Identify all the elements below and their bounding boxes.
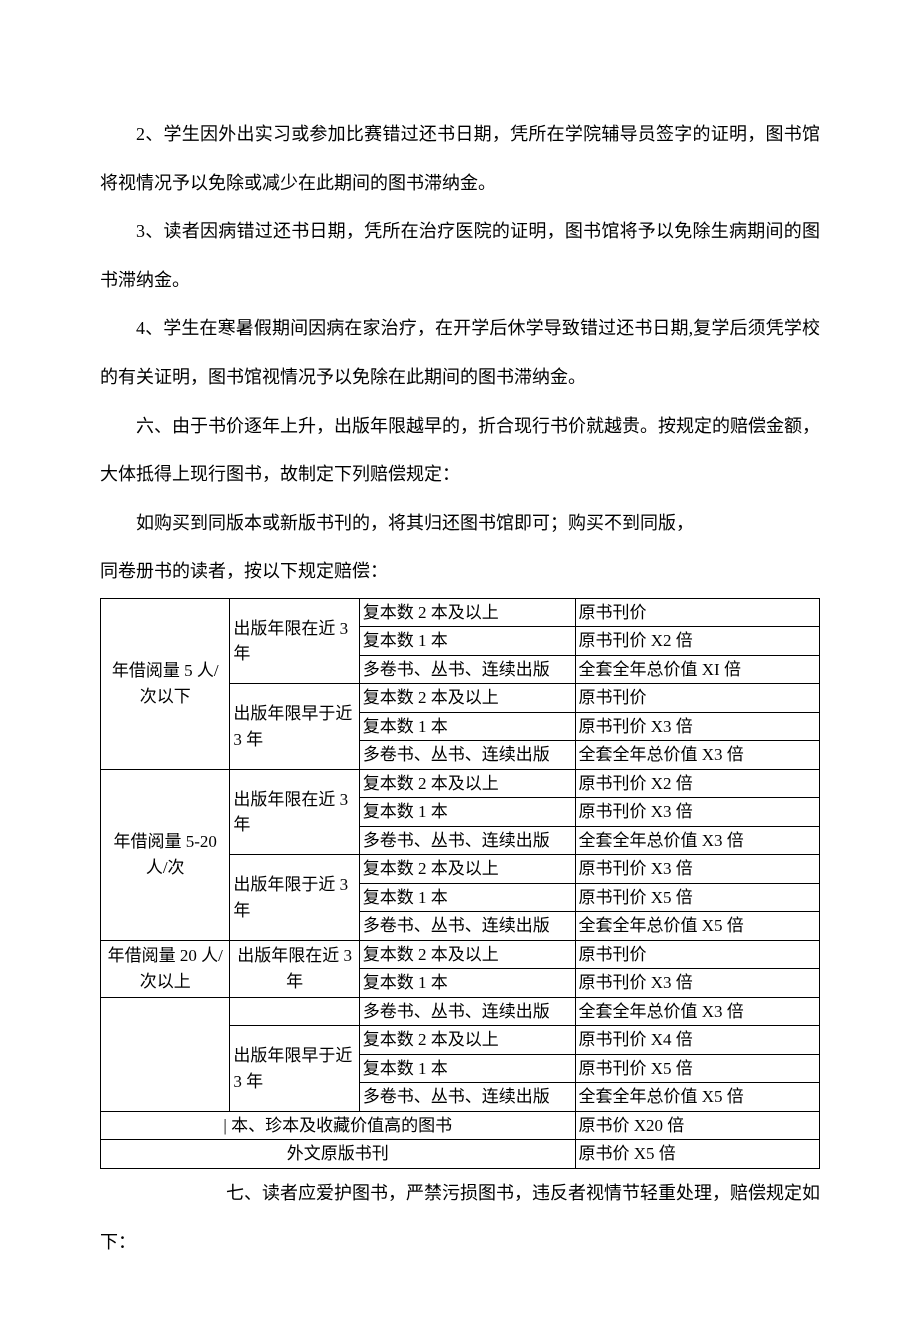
cell-cond: 多卷书、丛书、连续出版 xyxy=(359,655,575,684)
cell-pub-recent: 出版年限在近 3 年 xyxy=(230,598,359,684)
cell-cond: 复本数 1 本 xyxy=(359,627,575,656)
table-row: 年借阅量 5-20 人/次 出版年限在近 3 年 复本数 2 本及以上 原书刊价… xyxy=(101,769,820,798)
cell-price: 全套全年总价值 X5 倍 xyxy=(575,912,820,941)
cell-cond: 复本数 2 本及以上 xyxy=(359,940,575,969)
cell-price: 原书刊价 X4 倍 xyxy=(575,1026,820,1055)
table-row: 多卷书、丛书、连续出版 全套全年总价值 X3 倍 xyxy=(101,997,820,1026)
cell-cond: 多卷书、丛书、连续出版 xyxy=(359,741,575,770)
cell-cond: 复本数 1 本 xyxy=(359,1054,575,1083)
paragraph-buy: 如购买到同版本或新版书刊的，将其归还图书馆即可；购买不到同版， xyxy=(100,499,820,548)
cell-price: 原书刊价 X3 倍 xyxy=(575,798,820,827)
cell-cond: 复本数 2 本及以上 xyxy=(359,1026,575,1055)
table-row: 外文原版书刊 原书价 X5 倍 xyxy=(101,1140,820,1169)
cell-price: 原书刊价 X5 倍 xyxy=(575,883,820,912)
cell-cond: 复本数 2 本及以上 xyxy=(359,855,575,884)
cell-special: | 本、珍本及收藏价值高的图书 xyxy=(101,1111,576,1140)
cell-price: 原书价 X5 倍 xyxy=(575,1140,820,1169)
cell-group1: 年借阅量 5 人/次以下 xyxy=(101,598,230,769)
cell-cond: 复本数 2 本及以上 xyxy=(359,684,575,713)
cell-price: 原书刊价 X3 倍 xyxy=(575,969,820,998)
paragraph-6: 六、由于书价逐年上升，出版年限越早的，折合现行书价就越贵。按规定的赔偿金额，大体… xyxy=(100,402,820,499)
cell-cond: 多卷书、丛书、连续出版 xyxy=(359,912,575,941)
cell-pub-recent: 出版年限在近 3 年 xyxy=(230,940,359,997)
cell-cond: 复本数 1 本 xyxy=(359,798,575,827)
cell-cond: 复本数 1 本 xyxy=(359,883,575,912)
cell-price: 原书刊价 X2 倍 xyxy=(575,769,820,798)
cell-cond: 复本数 1 本 xyxy=(359,712,575,741)
table-intro: 同卷册书的读者，按以下规定赔偿： xyxy=(100,547,820,596)
cell-pub-early: 出版年限早于近 3 年 xyxy=(230,684,359,770)
table-row: | 本、珍本及收藏价值高的图书 原书价 X20 倍 xyxy=(101,1111,820,1140)
cell-empty xyxy=(101,997,230,1111)
cell-pub-early2: 出版年限于近 3 年 xyxy=(230,855,359,941)
cell-price: 全套全年总价值 X3 倍 xyxy=(575,826,820,855)
paragraph-4: 4、学生在寒暑假期间因病在家治疗，在开学后休学导致错过还书日期,复学后须凭学校的… xyxy=(100,304,820,401)
cell-price: 原书刊价 X3 倍 xyxy=(575,712,820,741)
cell-price: 全套全年总价值 X5 倍 xyxy=(575,1083,820,1112)
cell-price: 全套全年总价值 XI 倍 xyxy=(575,655,820,684)
cell-cond: 复本数 2 本及以上 xyxy=(359,769,575,798)
cell-price: 原书刊价 X2 倍 xyxy=(575,627,820,656)
cell-cond: 复本数 1 本 xyxy=(359,969,575,998)
paragraph-7: 七、读者应爱护图书，严禁污损图书，违反者视情节轻重处理，赔偿规定如下： xyxy=(100,1169,820,1266)
cell-price: 原书刊价 xyxy=(575,598,820,627)
cell-cond: 复本数 2 本及以上 xyxy=(359,598,575,627)
cell-price: 原书刊价 X5 倍 xyxy=(575,1054,820,1083)
cell-price: 原书刊价 xyxy=(575,940,820,969)
compensation-table: 年借阅量 5 人/次以下 出版年限在近 3 年 复本数 2 本及以上 原书刊价 … xyxy=(100,598,820,1169)
cell-empty xyxy=(230,997,359,1026)
table-row: 年借阅量 5 人/次以下 出版年限在近 3 年 复本数 2 本及以上 原书刊价 xyxy=(101,598,820,627)
paragraph-2: 2、学生因外出实习或参加比赛错过还书日期，凭所在学院辅导员签字的证明，图书馆将视… xyxy=(100,110,820,207)
cell-cond: 多卷书、丛书、连续出版 xyxy=(359,997,575,1026)
cell-pub-early: 出版年限早于近 3 年 xyxy=(230,1026,359,1112)
cell-foreign: 外文原版书刊 xyxy=(101,1140,576,1169)
cell-price: 原书刊价 xyxy=(575,684,820,713)
paragraph-3: 3、读者因病错过还书日期，凭所在治疗医院的证明，图书馆将予以免除生病期间的图书滞… xyxy=(100,207,820,304)
document-page: 2、学生因外出实习或参加比赛错过还书日期，凭所在学院辅导员签字的证明，图书馆将视… xyxy=(0,0,920,1326)
cell-price: 原书价 X20 倍 xyxy=(575,1111,820,1140)
table-row: 年借阅量 20 人/次以上 出版年限在近 3 年 复本数 2 本及以上 原书刊价 xyxy=(101,940,820,969)
cell-price: 全套全年总价值 X3 倍 xyxy=(575,997,820,1026)
cell-pub-recent: 出版年限在近 3 年 xyxy=(230,769,359,855)
cell-price: 全套全年总价值 X3 倍 xyxy=(575,741,820,770)
cell-price: 原书刊价 X3 倍 xyxy=(575,855,820,884)
cell-group2: 年借阅量 5-20 人/次 xyxy=(101,769,230,940)
cell-group3: 年借阅量 20 人/次以上 xyxy=(101,940,230,997)
cell-cond: 多卷书、丛书、连续出版 xyxy=(359,1083,575,1112)
cell-cond: 多卷书、丛书、连续出版 xyxy=(359,826,575,855)
